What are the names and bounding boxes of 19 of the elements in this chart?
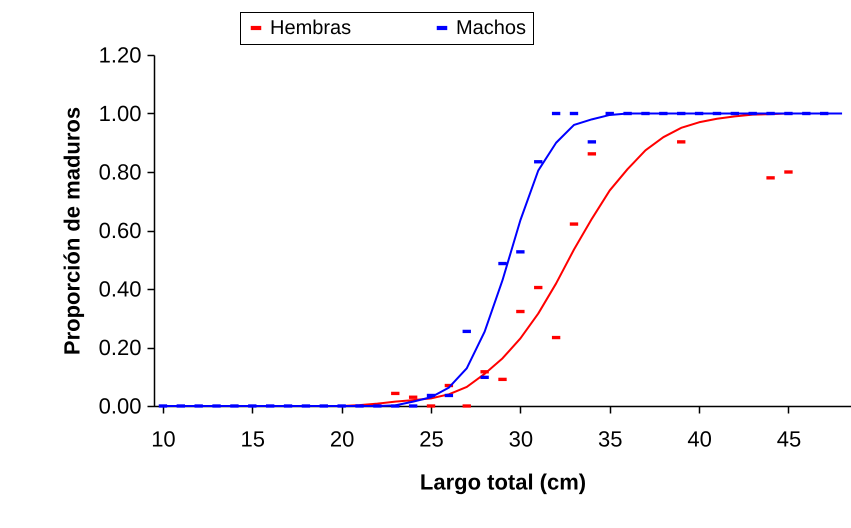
x-axis-title: Largo total (cm)	[420, 470, 586, 494]
x-tick-label: 25	[419, 426, 444, 452]
y-tick-label: 0.80	[98, 160, 142, 184]
y-tick-label: 1.20	[98, 42, 142, 68]
x-tick-label: 40	[687, 426, 712, 452]
x-tick-label: 10	[151, 426, 176, 452]
x-tick-label: 15	[240, 426, 266, 452]
legend-label: Machos	[456, 17, 526, 39]
y-axis-title: Proporción de maduros	[60, 106, 85, 356]
x-tick-label: 20	[330, 426, 354, 452]
y-tick-label: 0.40	[98, 276, 142, 302]
x-tick-label: 35	[598, 426, 622, 452]
y-tick-label: 1.00	[98, 101, 142, 126]
y-tick-label: 0.00	[98, 394, 142, 418]
x-tick-label: 45	[776, 426, 802, 452]
legend-label: Hembras	[270, 17, 352, 39]
x-tick-label: 30	[508, 426, 534, 452]
y-tick-label: 0.60	[98, 218, 142, 243]
y-tick-label: 0.20	[98, 335, 142, 360]
